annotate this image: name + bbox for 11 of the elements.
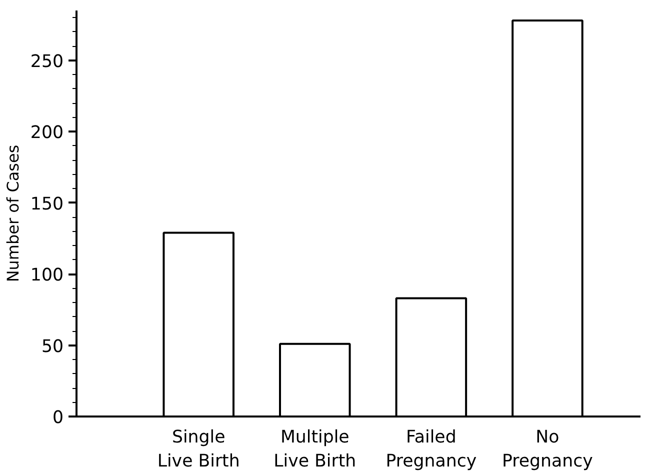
y-axis-title: Number of Cases <box>3 144 22 282</box>
x-tick-label: Multiple Live Birth <box>274 428 356 472</box>
y-tick-label: 250 <box>30 52 64 72</box>
x-tick-label: Failed Pregnancy <box>386 428 477 472</box>
y-tick-label: 100 <box>30 266 64 286</box>
y-tick-label: 150 <box>30 194 64 214</box>
y-tick-label: 200 <box>30 123 64 144</box>
y-tick-label: 0 <box>52 408 64 428</box>
y-tick-label: 50 <box>41 336 64 357</box>
x-tick-label: Single Live Birth <box>157 428 240 472</box>
x-tick-label: No Pregnancy <box>502 428 593 472</box>
